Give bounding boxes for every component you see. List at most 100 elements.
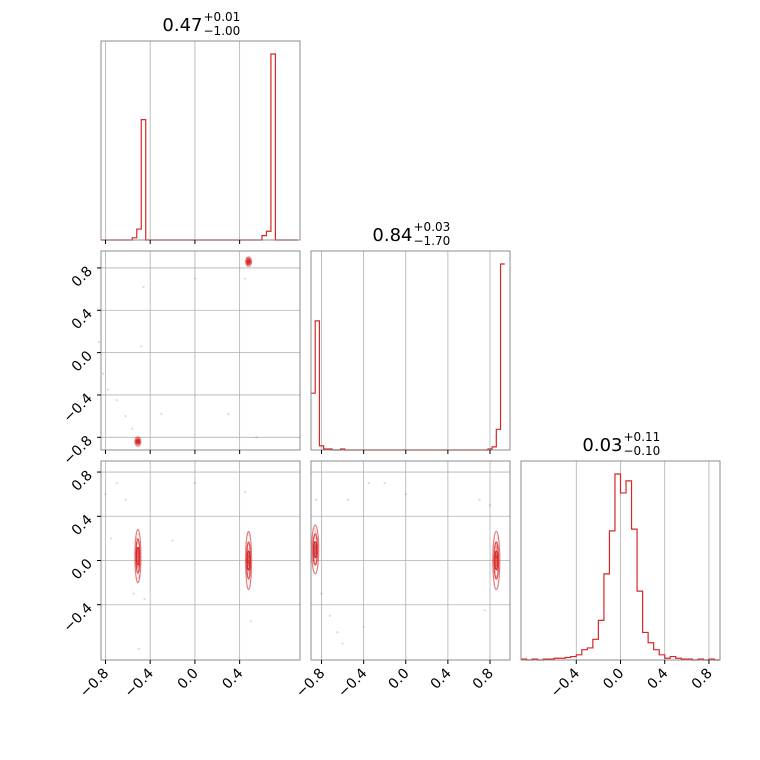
x-tick-label: 0.0 [175,666,202,693]
scatter-point [136,565,140,569]
scatter-point [115,481,118,485]
scatter-point [160,412,163,416]
scatter-point [249,620,253,623]
density-core [247,553,250,568]
density-core [314,543,317,555]
scatter-point [367,481,371,485]
title-lower-error: −1.00 [204,24,241,38]
scatter-point [313,528,317,531]
scatter-point [244,490,247,494]
density-contour [311,524,320,575]
y-tick-label: −0.8 [60,433,95,468]
scatter-point [136,533,140,536]
scatter-point [124,498,127,501]
panel-frame-11 [100,40,301,241]
panel-title-1: 0.47 +0.01−1.00 [162,10,240,38]
scatter-x1-x2 [97,256,258,447]
scatter-point [142,285,145,289]
scatter-point [383,481,386,485]
scatter-point [106,388,109,391]
density-core [247,260,250,263]
scatter-point [132,592,135,595]
panel-frame-21 [100,250,301,451]
scatter-point [313,530,317,533]
scatter-x2-x3 [311,481,501,645]
scatter-point [193,277,197,280]
y-tick-label: −0.4 [60,390,95,425]
y-tick-label: 0.8 [69,263,96,290]
panel-title-3: 0.03 +0.11−0.10 [582,430,660,458]
scatter-point [143,597,146,601]
density-contour [246,550,251,571]
title-upper-error: +0.11 [624,430,661,444]
scatter-point [315,498,318,501]
x-tick-label: −0.8 [293,666,328,701]
scatter-point [109,537,113,540]
grid-lines [105,41,241,240]
histogram-x3 [521,473,720,661]
scatter-point [247,548,250,552]
density-core [495,553,498,568]
y-tick-label: 0.0 [69,348,96,375]
scatter-point [131,427,134,431]
grid-lines [311,461,510,660]
title-value: 0.03 [582,435,622,456]
density-core [136,440,140,443]
scatter-point [346,498,350,501]
scatter-point [171,539,174,542]
x-tick-label: −0.4 [122,665,157,700]
grid-lines [575,461,710,660]
scatter-point [336,631,339,634]
title-lower-error: −1.70 [414,234,451,248]
scatter-point [315,531,318,535]
x-tick-label: 0.8 [689,666,716,693]
scatter-point [136,576,140,580]
density-contour [134,436,142,447]
density-contour [492,530,501,591]
title-upper-error: +0.03 [414,220,451,234]
title-upper-error: +0.01 [204,10,241,24]
y-tick-label: 0.4 [69,306,96,333]
scatter-point [494,546,498,550]
density-contour [312,533,319,566]
scatter-point [483,609,486,612]
scatter-point [328,614,332,617]
x-tick-label: 0.4 [219,665,246,692]
scatter-point [124,414,127,418]
density-contour [313,541,318,558]
title-lower-error: −0.10 [624,444,661,458]
scatter-point [140,345,143,348]
scatter-point [193,481,197,485]
grid-lines [101,461,300,660]
density-contour [245,530,253,591]
scatter-point [102,372,105,375]
density-core [136,549,140,563]
density-contour [135,546,140,566]
y-tick-label: 0.8 [69,468,96,495]
grid-lines [101,251,300,450]
scatter-point [404,492,407,496]
scatter-point [97,340,100,344]
panel-title-2: 0.84 +0.03−1.70 [372,220,450,248]
scatter-point [341,642,344,645]
density-contour [245,256,253,267]
scatter-point [244,277,247,280]
y-tick-label: 0.4 [69,512,96,539]
panel-frame-22 [310,250,511,451]
scatter-point [495,545,498,548]
scatter-point [115,399,118,402]
scatter-x1-x3 [104,481,253,651]
x-tick-label: 0.4 [428,665,455,692]
density-contour [493,541,500,580]
density-contour [134,528,142,584]
scatter-point [362,625,365,629]
histogram-x2 [311,263,505,451]
x-tick-label: −0.4 [548,665,583,700]
density-contour [246,259,251,264]
x-tick-label: 0.0 [386,666,413,693]
scatter-point [137,647,141,651]
density-contour [494,550,499,571]
scatter-point [227,412,230,416]
scatter-point [137,573,140,576]
